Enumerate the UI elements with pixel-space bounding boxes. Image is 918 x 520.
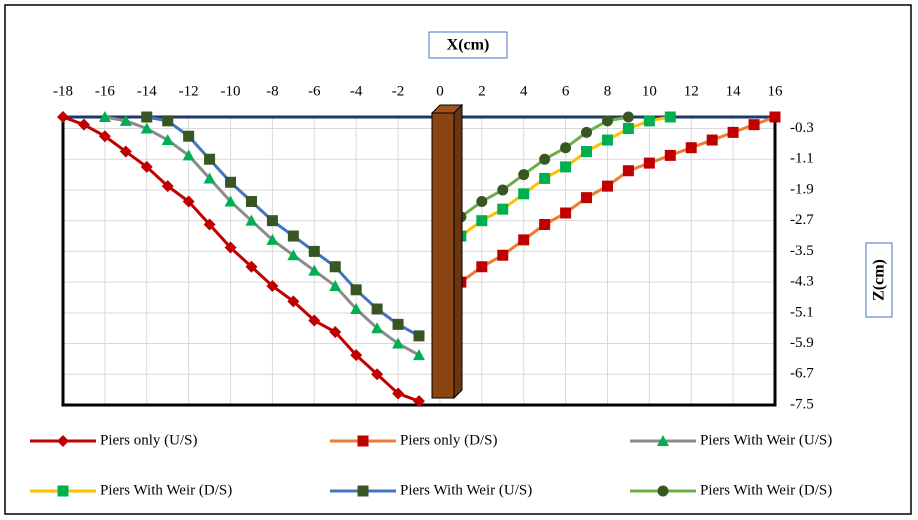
marker (204, 154, 215, 165)
x-tick-label: 14 (726, 83, 742, 99)
y-tick-label: -7.5 (790, 396, 814, 412)
y-tick-label: -3.5 (790, 243, 814, 259)
marker (162, 115, 173, 126)
legend-label: Piers only (D/S) (400, 432, 498, 448)
marker (581, 146, 592, 157)
marker (749, 119, 760, 130)
marker (476, 215, 487, 226)
x-tick-label: 0 (436, 83, 444, 99)
marker (141, 112, 152, 123)
x-tick-label: 6 (562, 83, 570, 99)
x-tick-label: 2 (478, 83, 486, 99)
marker (623, 112, 634, 123)
marker (644, 158, 655, 169)
marker (358, 436, 369, 447)
marker (560, 208, 571, 219)
marker (539, 154, 550, 165)
x-axis-title: X(cm) (447, 37, 490, 54)
y-tick-label: -1.9 (790, 181, 814, 197)
marker (602, 181, 613, 192)
marker (372, 304, 383, 315)
x-tick-label: 8 (604, 83, 612, 99)
marker (288, 231, 299, 242)
y-tick-label: -5.9 (790, 335, 814, 351)
marker (581, 192, 592, 203)
marker (497, 184, 508, 195)
x-tick-label: 16 (768, 83, 784, 99)
marker (351, 284, 362, 295)
marker (518, 234, 529, 245)
x-tick-label: -4 (350, 83, 363, 99)
legend-label: Piers only (U/S) (100, 432, 198, 448)
marker (665, 150, 676, 161)
marker (414, 330, 425, 341)
marker (183, 131, 194, 142)
x-tick-label: -8 (266, 83, 279, 99)
marker (623, 165, 634, 176)
x-tick-label: -14 (137, 83, 157, 99)
marker (581, 127, 592, 138)
marker (476, 261, 487, 272)
legend-label: Piers With Weir (D/S) (700, 482, 832, 498)
marker (246, 196, 257, 207)
y-axis-title: Z(cm) (871, 259, 888, 301)
x-tick-label: 10 (642, 83, 657, 99)
marker (686, 142, 697, 153)
pier (432, 105, 462, 398)
y-tick-label: -4.3 (790, 274, 814, 290)
marker (539, 173, 550, 184)
y-tick-label: -0.3 (790, 120, 814, 136)
x-tick-label: -10 (221, 83, 241, 99)
marker (539, 219, 550, 230)
marker (393, 319, 404, 330)
marker (476, 196, 487, 207)
legend-label: Piers With Weir (D/S) (100, 482, 232, 498)
y-tick-label: -2.7 (790, 212, 814, 228)
marker (267, 215, 278, 226)
marker (770, 112, 781, 123)
marker (658, 486, 669, 497)
marker (623, 123, 634, 134)
x-tick-label: -2 (392, 83, 405, 99)
y-tick-label: -5.1 (790, 304, 814, 320)
marker (728, 127, 739, 138)
legend-label: Piers With Weir (U/S) (700, 432, 832, 448)
marker (518, 169, 529, 180)
marker (358, 486, 369, 497)
legend-label: Piers With Weir (U/S) (400, 482, 532, 498)
marker (602, 135, 613, 146)
marker (518, 188, 529, 199)
x-tick-label: 12 (684, 83, 699, 99)
x-tick-label: -18 (53, 83, 73, 99)
marker (644, 115, 655, 126)
marker (707, 135, 718, 146)
y-tick-label: -1.1 (790, 151, 814, 167)
x-tick-label: -16 (95, 83, 115, 99)
marker (560, 161, 571, 172)
marker (602, 115, 613, 126)
x-tick-label: 4 (520, 83, 528, 99)
x-tick-label: -6 (308, 83, 321, 99)
marker (330, 261, 341, 272)
marker (58, 486, 69, 497)
marker (497, 204, 508, 215)
x-tick-label: -12 (179, 83, 199, 99)
marker (225, 177, 236, 188)
marker (497, 250, 508, 261)
chart: X(cm) Z(cm) Piers only (U/S) Piers only (… (0, 0, 918, 520)
marker (309, 246, 320, 257)
y-tick-label: -6.7 (790, 366, 814, 382)
marker (665, 112, 676, 123)
marker (560, 142, 571, 153)
